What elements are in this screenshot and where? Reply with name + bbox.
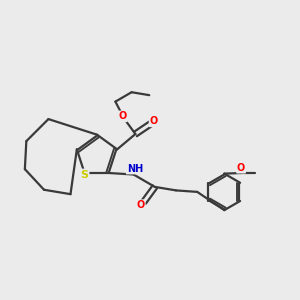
Text: S: S: [80, 169, 88, 179]
Text: O: O: [149, 116, 158, 126]
Text: O: O: [237, 163, 245, 173]
Text: O: O: [136, 200, 145, 210]
Text: NH: NH: [127, 164, 143, 174]
Text: O: O: [118, 111, 127, 122]
